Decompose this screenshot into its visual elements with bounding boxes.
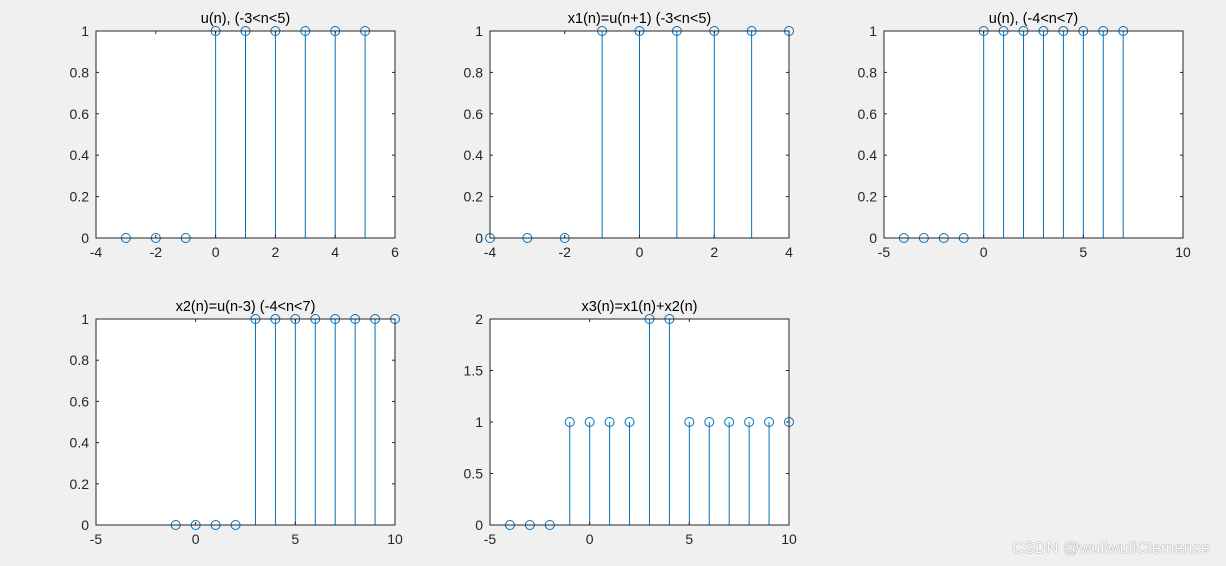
subplot-title: u(n), (-3<n<5) xyxy=(201,11,290,27)
x-tick-label: 0 xyxy=(212,244,220,260)
stem-marker xyxy=(684,417,695,427)
y-tick-label: 0.4 xyxy=(70,435,90,451)
x-tick-label: 0 xyxy=(586,531,594,547)
axes-background xyxy=(884,31,1183,238)
y-tick-label: 0.8 xyxy=(70,352,90,368)
y-tick-label: 0.2 xyxy=(70,476,90,492)
axes-frame xyxy=(95,30,396,239)
x-tick-label: 2 xyxy=(710,244,718,260)
x-tick-label: 4 xyxy=(785,244,793,260)
x-tick-label: 5 xyxy=(291,531,299,547)
x-tick-label: 0 xyxy=(636,244,644,260)
y-tick-label: 0.4 xyxy=(464,147,484,163)
x-tick-label: -5 xyxy=(90,531,103,547)
x-tick-label: -4 xyxy=(484,244,497,260)
x-tick-label: 10 xyxy=(1175,244,1191,260)
subplot-title: x2(n)=u(n-3) (-4<n<7) xyxy=(176,299,316,315)
y-tick-label: 0.2 xyxy=(464,189,484,205)
x-tick-label: 10 xyxy=(781,531,797,547)
y-tick-label: 1 xyxy=(475,414,483,430)
x-tick-label: -4 xyxy=(90,244,103,260)
y-tick-label: 1 xyxy=(475,23,483,39)
x-tick-label: 0 xyxy=(192,531,200,547)
axes-frame xyxy=(95,318,396,526)
x-tick-label: 5 xyxy=(1079,244,1087,260)
subplot-1: -4 -2 0 2 4 6 0 0.2 0.4 0.6 0.8 1 u(n), (-3<n<5) xyxy=(70,11,400,260)
watermark: CSDN @wuliwuliClemence xyxy=(1012,540,1210,557)
x-tick-label: 2 xyxy=(272,244,280,260)
x-tick-label: -5 xyxy=(878,244,891,260)
axes-background xyxy=(96,319,395,525)
stem-marker xyxy=(584,417,595,427)
y-tick-label: 2 xyxy=(475,311,483,327)
y-tick-label: 0.4 xyxy=(70,147,90,163)
stem-marker xyxy=(564,417,575,427)
y-tick-label: 1.5 xyxy=(464,363,484,379)
y-tick-label: 0.8 xyxy=(70,64,90,80)
axes-background xyxy=(490,319,789,525)
y-tick-label: 0.6 xyxy=(70,393,90,409)
x-tick-label: 10 xyxy=(387,531,403,547)
x-tick-label: 4 xyxy=(331,244,339,260)
stem-marker xyxy=(764,417,775,427)
y-tick-label: 0 xyxy=(475,230,483,246)
x-tick-label: 5 xyxy=(685,531,693,547)
subplot-title: u(n), (-4<n<7) xyxy=(989,11,1078,27)
stem-marker xyxy=(624,417,635,427)
y-tick-label: 0 xyxy=(869,230,877,246)
y-tick-label: 0.5 xyxy=(464,466,484,482)
subplot-title: x3(n)=x1(n)+x2(n) xyxy=(581,299,697,315)
y-tick-label: 0.6 xyxy=(464,106,484,122)
stem-marker xyxy=(604,417,615,427)
y-tick-label: 1 xyxy=(81,23,89,39)
y-tick-label: 1 xyxy=(869,23,877,39)
x-tick-label: 0 xyxy=(980,244,988,260)
y-tick-label: 1 xyxy=(81,311,89,327)
y-tick-label: 0 xyxy=(475,517,483,533)
y-tick-label: 0 xyxy=(81,517,89,533)
y-tick-label: 0 xyxy=(81,230,89,246)
x-tick-label: -2 xyxy=(150,244,163,260)
y-tick-label: 0.8 xyxy=(464,64,484,80)
stem-marker xyxy=(704,417,715,427)
x-tick-label: -5 xyxy=(484,531,497,547)
y-tick-label: 0.2 xyxy=(70,189,90,205)
y-tick-label: 0.6 xyxy=(70,106,90,122)
y-tick-label: 0.6 xyxy=(858,106,878,122)
subplot-2: -4 -2 0 2 4 0 0.2 0.4 0.6 0.8 1 x1(n)=u(n+1) (-3<n<… xyxy=(464,11,794,260)
stem-marker xyxy=(744,417,755,427)
axes-frame xyxy=(883,30,1184,239)
x-tick-label: -2 xyxy=(559,244,572,260)
x-tick-label: 6 xyxy=(391,244,399,260)
subplot-title: x1(n)=u(n+1) (-3<n<5) xyxy=(568,11,711,27)
y-tick-label: 0.4 xyxy=(858,147,878,163)
y-tick-label: 0.2 xyxy=(858,189,878,205)
y-tick-label: 0.8 xyxy=(858,64,878,80)
stem-marker xyxy=(724,417,735,427)
